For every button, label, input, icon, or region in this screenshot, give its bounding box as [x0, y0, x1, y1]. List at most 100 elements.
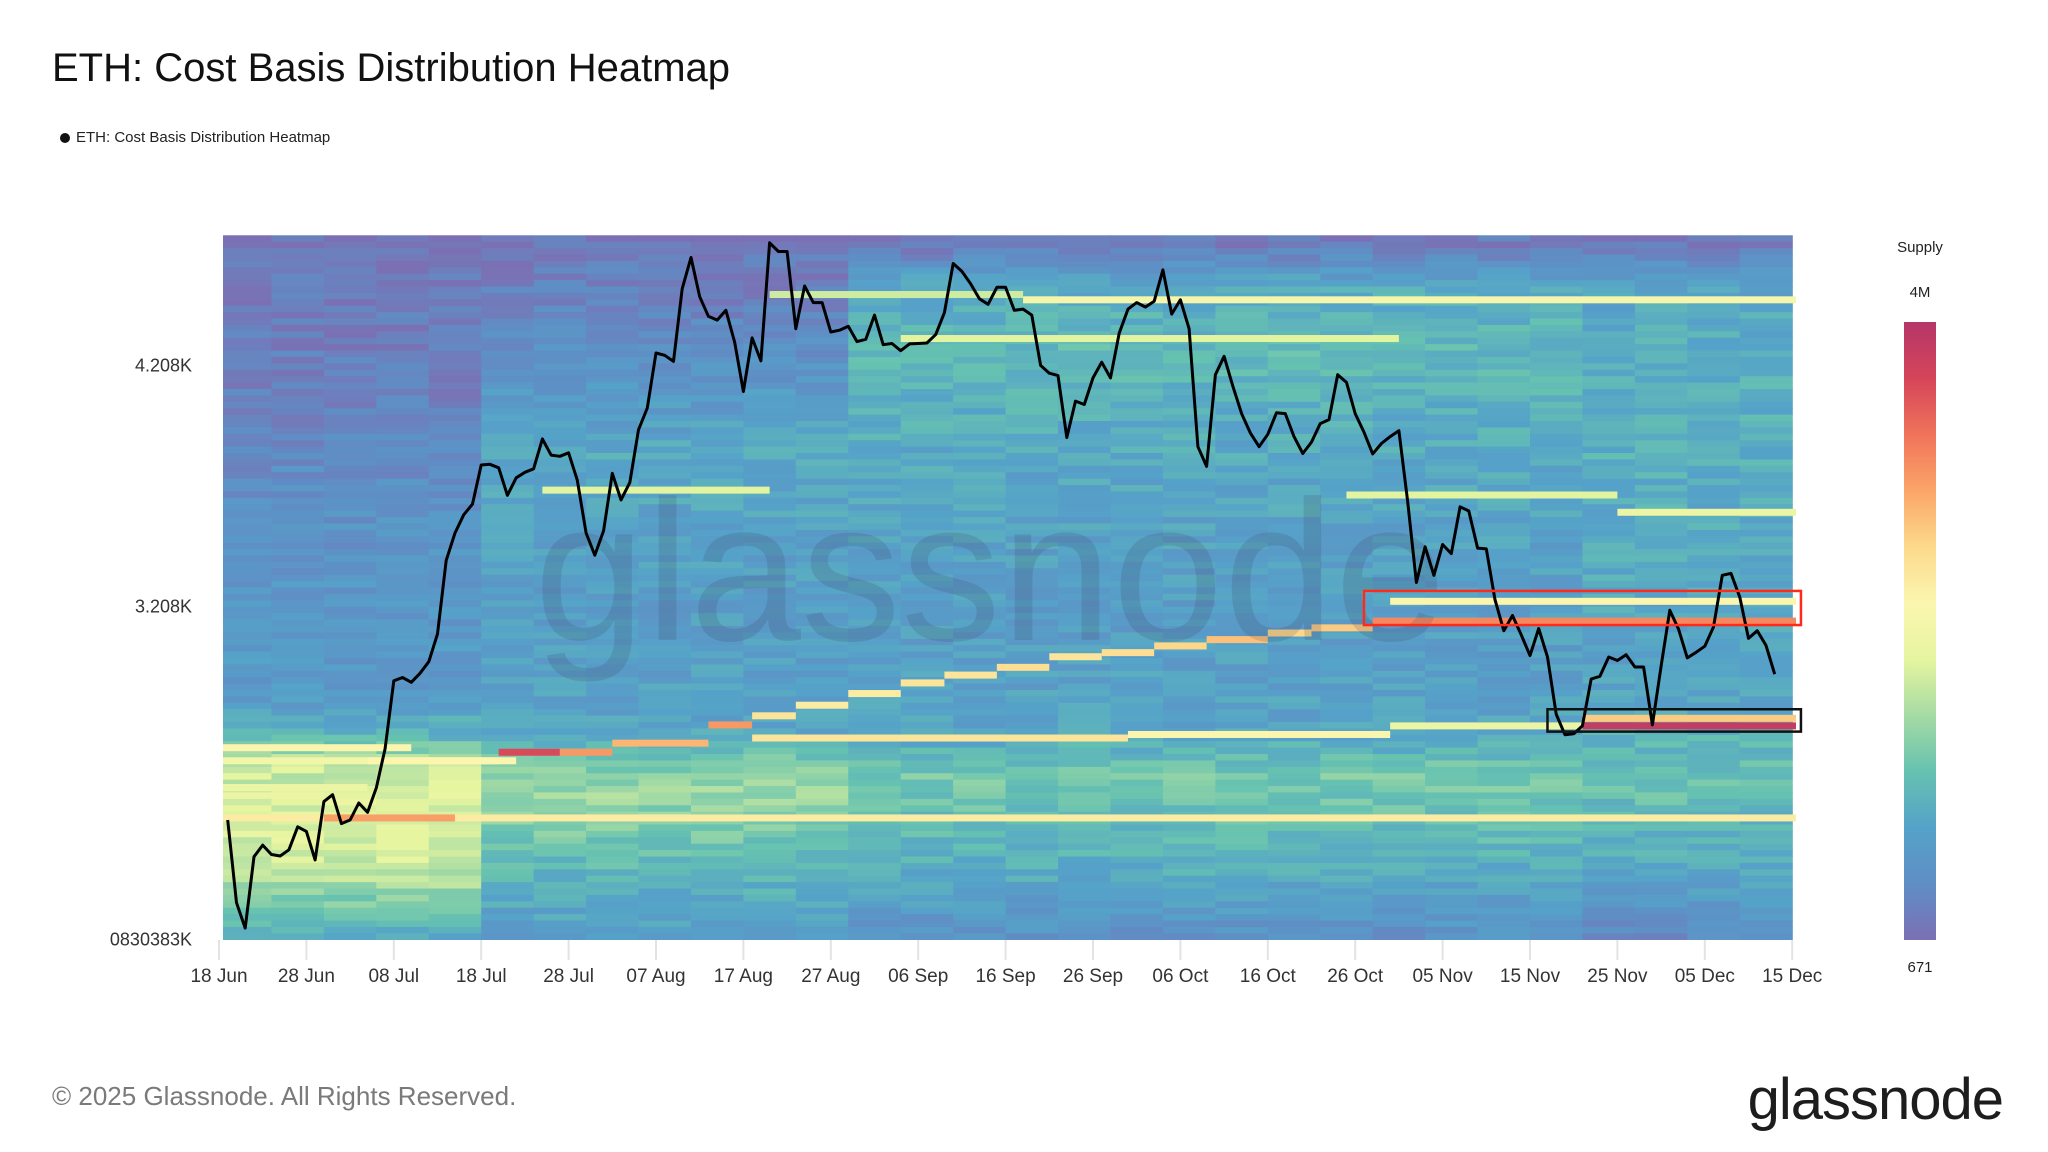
heatmap-cell — [638, 606, 692, 614]
heatmap-cell — [1267, 331, 1321, 339]
heatmap-cell — [795, 324, 849, 332]
heatmap-cell — [1477, 497, 1531, 505]
heatmap-cell — [1110, 427, 1164, 435]
heatmap-cell — [1634, 408, 1688, 416]
heatmap-cell — [743, 766, 797, 774]
heatmap-cell — [1267, 248, 1321, 256]
heatmap-cell — [1267, 683, 1321, 691]
heatmap-cell — [1530, 657, 1584, 665]
heatmap-cell — [1215, 331, 1269, 339]
heatmap-cell — [533, 786, 587, 794]
heatmap-cell — [428, 561, 482, 569]
heatmap-cell — [900, 344, 954, 352]
heatmap-cell — [795, 433, 849, 441]
heatmap-cell — [795, 728, 849, 736]
heatmap-cell — [953, 926, 1007, 934]
heatmap-cell — [900, 728, 954, 736]
heatmap-cell — [848, 773, 902, 781]
heatmap-cell — [1477, 638, 1531, 646]
heatmap-cell — [428, 619, 482, 627]
heatmap-cell — [848, 440, 902, 448]
heatmap-cell — [428, 798, 482, 806]
heatmap-cell — [533, 613, 587, 621]
heatmap-cell — [428, 625, 482, 633]
heatmap-cell — [1739, 875, 1793, 883]
heatmap-cell — [428, 517, 482, 525]
heatmap-cell — [481, 574, 535, 582]
heatmap-cell — [638, 312, 692, 320]
heatmap-cell — [1058, 766, 1112, 774]
heatmap-cell — [1215, 267, 1269, 275]
heatmap-cell — [953, 677, 1007, 685]
heatmap-cell — [1634, 773, 1688, 781]
heatmap-cell — [1582, 734, 1636, 742]
heatmap-cell — [743, 664, 797, 672]
heatmap-cell — [1058, 453, 1112, 461]
heatmap-cell — [1530, 613, 1584, 621]
heatmap-cell — [1162, 235, 1216, 243]
heatmap-cell — [1005, 555, 1059, 563]
heatmap-cell — [900, 561, 954, 569]
heatmap-cell — [481, 555, 535, 563]
heatmap-cell — [1005, 651, 1059, 659]
heatmap-cell — [1372, 786, 1426, 794]
heatmap-cell — [1162, 254, 1216, 262]
heatmap-cell — [1530, 920, 1584, 928]
heatmap-cell — [1739, 670, 1793, 678]
glassnode-logo[interactable]: glassnode — [1747, 1067, 2004, 1132]
heatmap-cell — [1425, 427, 1479, 435]
heatmap-cell — [428, 606, 482, 614]
heatmap-cell — [1425, 920, 1479, 928]
heatmap-cell — [428, 497, 482, 505]
heatmap-band — [559, 748, 613, 756]
heatmap-cell — [323, 933, 377, 940]
heatmap-cell — [1530, 363, 1584, 371]
heatmap-cell — [743, 837, 797, 845]
heatmap-cell — [428, 312, 482, 320]
heatmap-cell — [1058, 786, 1112, 794]
legend[interactable]: ETH: Cost Basis Distribution Heatmap — [60, 129, 330, 146]
heatmap-cell — [1110, 248, 1164, 256]
heatmap-cell — [690, 267, 744, 275]
heatmap-cell — [271, 478, 325, 486]
heatmap-cell — [638, 888, 692, 896]
heatmap-cell — [223, 337, 273, 345]
heatmap-cell — [1005, 747, 1059, 755]
heatmap-cell — [1110, 363, 1164, 371]
heatmap-cell — [638, 625, 692, 633]
heatmap-cell — [1372, 472, 1426, 480]
heatmap-cell — [481, 593, 535, 601]
heatmap-cell — [743, 869, 797, 877]
heatmap-cell — [1477, 856, 1531, 864]
heatmap-cell — [1215, 478, 1269, 486]
heatmap-cell — [1634, 459, 1688, 467]
heatmap-cell — [1739, 414, 1793, 422]
heatmap-cell — [1634, 568, 1688, 576]
heatmap-cell — [1582, 613, 1636, 621]
heatmap-cell — [1320, 894, 1374, 902]
heatmap-cell — [1530, 465, 1584, 473]
heatmap-cell — [1215, 779, 1269, 787]
heatmap-cell — [223, 286, 273, 294]
heatmap-cell — [1372, 568, 1426, 576]
heatmap-cell — [953, 248, 1007, 256]
heatmap-cell — [1267, 427, 1321, 435]
heatmap-cell — [795, 267, 849, 275]
heatmap-cell — [743, 523, 797, 531]
heatmap-cell — [690, 882, 744, 890]
heatmap-cell — [428, 331, 482, 339]
heatmap-cell — [1687, 933, 1741, 940]
heatmap-cell — [953, 722, 1007, 730]
heatmap-cell — [1372, 574, 1426, 582]
heatmap-cell — [223, 318, 273, 326]
heatmap-cell — [1582, 689, 1636, 697]
heatmap-cell — [1634, 331, 1688, 339]
heatmap-cell — [1739, 542, 1793, 550]
heatmap-cell — [1477, 388, 1531, 396]
heatmap-cell — [1477, 561, 1531, 569]
heatmap-cell — [743, 318, 797, 326]
heatmap-cell — [533, 741, 587, 749]
heatmap-cell — [638, 376, 692, 384]
heatmap-cell — [848, 318, 902, 326]
